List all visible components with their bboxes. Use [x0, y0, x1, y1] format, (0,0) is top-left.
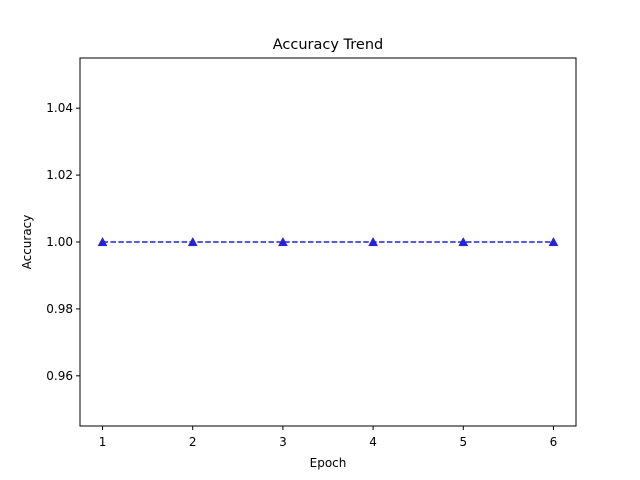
data-point-marker [548, 236, 559, 247]
data-point-marker [458, 236, 469, 247]
x-tick-label: 1 [99, 435, 107, 449]
y-axis-label: Accuracy [20, 215, 34, 270]
series-layer [97, 236, 559, 247]
x-tick-label: 4 [369, 435, 377, 449]
y-tick-label: 0.96 [46, 369, 73, 383]
data-point-marker [368, 236, 379, 247]
data-point-marker [187, 236, 198, 247]
y-tick-label: 1.00 [46, 235, 73, 249]
y-tick-label: 1.02 [46, 168, 73, 182]
y-tick-label: 1.04 [46, 101, 73, 115]
x-tick-label: 5 [459, 435, 467, 449]
chart-title: Accuracy Trend [273, 37, 384, 53]
x-tick-label: 3 [279, 435, 287, 449]
data-point-marker [97, 236, 108, 247]
y-tick-label: 0.98 [46, 302, 73, 316]
x-tick-label: 2 [189, 435, 197, 449]
x-axis: 1 2 3 4 5 6 [99, 426, 558, 449]
data-point-marker [277, 236, 288, 247]
x-axis-label: Epoch [310, 456, 347, 470]
y-axis: 0.96 0.98 1.00 1.02 1.04 [46, 101, 80, 383]
x-tick-label: 6 [550, 435, 558, 449]
